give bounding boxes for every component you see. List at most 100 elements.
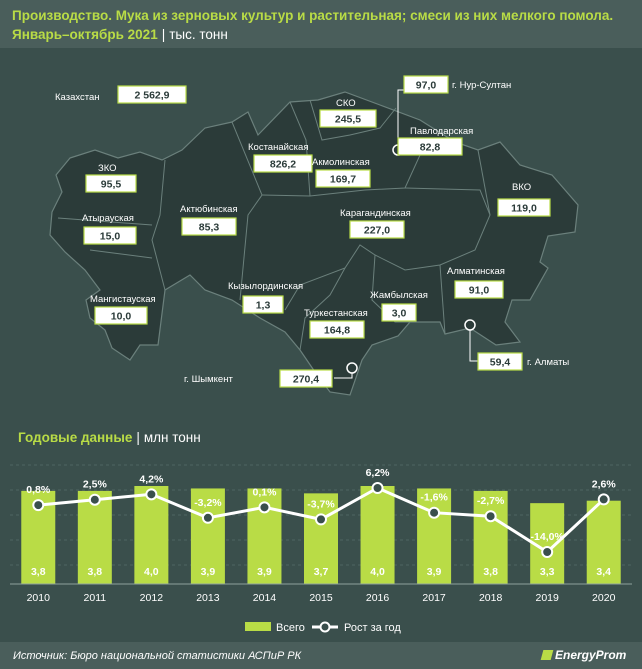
region-box xyxy=(381,303,417,322)
region-box xyxy=(83,226,137,245)
region-box xyxy=(315,169,371,188)
chart-legend: Всего Рост за год xyxy=(245,621,401,634)
annual-section-title: Годовые данные | млн тонн xyxy=(18,430,201,445)
region-box xyxy=(253,154,313,173)
annual-unit: млн тонн xyxy=(143,430,201,445)
annual-separator: | xyxy=(136,430,140,445)
x-tick-label: 2015 xyxy=(309,592,333,604)
region-label: Актюбинская xyxy=(180,204,238,215)
chart-subtitle: Январь–октябрь 2021 | тыс. тонн xyxy=(12,27,228,42)
logo-text: EnergyProm xyxy=(555,648,627,662)
x-tick-label: 2010 xyxy=(27,592,51,604)
x-tick-label: 2013 xyxy=(196,592,220,604)
region-value: 245,5 xyxy=(335,114,361,126)
bar-value-label: 3,8 xyxy=(31,566,46,578)
bar-value-label: 3,8 xyxy=(483,566,498,578)
growth-value-label: -3,7% xyxy=(307,498,335,510)
footer-panel xyxy=(0,642,642,669)
title-separator: | xyxy=(161,27,166,42)
kazakhstan-box xyxy=(117,85,187,104)
legend-bar-swatch xyxy=(245,622,271,631)
bar-value-label: 3,9 xyxy=(257,566,272,578)
brand-logo: EnergyProm xyxy=(540,648,627,662)
region-value: 95,5 xyxy=(101,179,122,191)
city-label: г. Алматы xyxy=(527,357,569,368)
region-box xyxy=(397,137,463,156)
bar-value-label: 3,3 xyxy=(540,566,555,578)
growth-point xyxy=(145,488,158,501)
region-value: 10,0 xyxy=(111,311,132,323)
shymkent-marker xyxy=(346,362,358,374)
region-label: Туркестанская xyxy=(304,308,368,319)
city-box xyxy=(477,352,523,371)
region-value: 91,0 xyxy=(469,285,490,297)
growth-value-label: -1,6% xyxy=(420,492,448,504)
region-value: 169,7 xyxy=(330,174,356,186)
growth-value-label: 0,8% xyxy=(26,484,51,496)
growth-point xyxy=(484,510,497,523)
region-value: 82,8 xyxy=(420,142,441,154)
legend-line-marker xyxy=(319,621,331,633)
growth-value-label: 6,2% xyxy=(366,467,391,479)
region-box xyxy=(94,306,148,325)
growth-value-label: 2,6% xyxy=(592,478,617,490)
bar xyxy=(473,490,508,584)
bar xyxy=(190,488,225,584)
bar-value-label: 3,7 xyxy=(314,566,329,578)
growth-value-label: -2,7% xyxy=(477,495,505,507)
growth-point xyxy=(597,493,610,506)
growth-point xyxy=(201,511,214,524)
region-box xyxy=(319,109,377,128)
bar-value-label: 4,0 xyxy=(144,566,159,578)
source-note: Источник: Бюро национальной статистики А… xyxy=(13,650,302,662)
city-value: 270,4 xyxy=(293,374,319,386)
annual-title: Годовые данные xyxy=(18,430,133,445)
region-box xyxy=(309,320,365,339)
region-box xyxy=(454,280,504,299)
region-value: 826,2 xyxy=(270,159,296,171)
bar xyxy=(77,490,112,584)
growth-point xyxy=(371,482,384,494)
region-value: 3,0 xyxy=(392,308,407,320)
bar xyxy=(360,486,395,584)
bar xyxy=(304,493,338,584)
region-label: Мангистауская xyxy=(90,294,156,305)
city-box xyxy=(279,369,333,388)
region-label: ВКО xyxy=(512,182,531,193)
x-tick-label: 2012 xyxy=(140,592,164,604)
region-label: Кызылординская xyxy=(228,281,303,292)
header-panel xyxy=(0,0,642,48)
growth-value-label: -3,2% xyxy=(194,497,222,509)
x-tick-label: 2019 xyxy=(536,592,560,604)
city-label: г. Шымкент xyxy=(184,374,233,385)
growth-point xyxy=(315,513,327,526)
region-box xyxy=(85,174,137,193)
region-value: 164,8 xyxy=(324,325,350,337)
city-value: 59,4 xyxy=(490,357,511,369)
bar-value-label: 3,9 xyxy=(201,566,216,578)
growth-value-label: -14,0% xyxy=(531,531,565,543)
region-label: Алматинская xyxy=(447,266,505,277)
region-value: 119,0 xyxy=(511,203,537,215)
unit-label: тыс. тонн xyxy=(169,27,228,42)
region-value: 227,0 xyxy=(364,225,390,237)
bar-value-label: 4,0 xyxy=(370,566,385,578)
bar xyxy=(417,488,452,584)
bar xyxy=(586,500,621,584)
legend-item-growth: Рост за год xyxy=(344,622,401,634)
region-box xyxy=(242,295,284,314)
region-label: Павлодарская xyxy=(410,126,473,137)
bar-value-label: 3,4 xyxy=(596,566,611,578)
kazakhstan-value: 2 562,9 xyxy=(134,90,169,102)
region-label: Карагандинская xyxy=(340,208,411,219)
growth-value-label: 0,1% xyxy=(252,486,277,498)
growth-point xyxy=(428,506,441,519)
almaty-marker xyxy=(464,319,476,331)
region-label: Акмолинская xyxy=(312,157,370,168)
bar xyxy=(134,486,169,584)
logo-icon xyxy=(540,650,554,660)
growth-value-label: 4,2% xyxy=(139,473,164,485)
region-value: 15,0 xyxy=(100,231,121,243)
region-label: Атырауская xyxy=(82,213,134,224)
city-value: 97,0 xyxy=(416,80,437,92)
